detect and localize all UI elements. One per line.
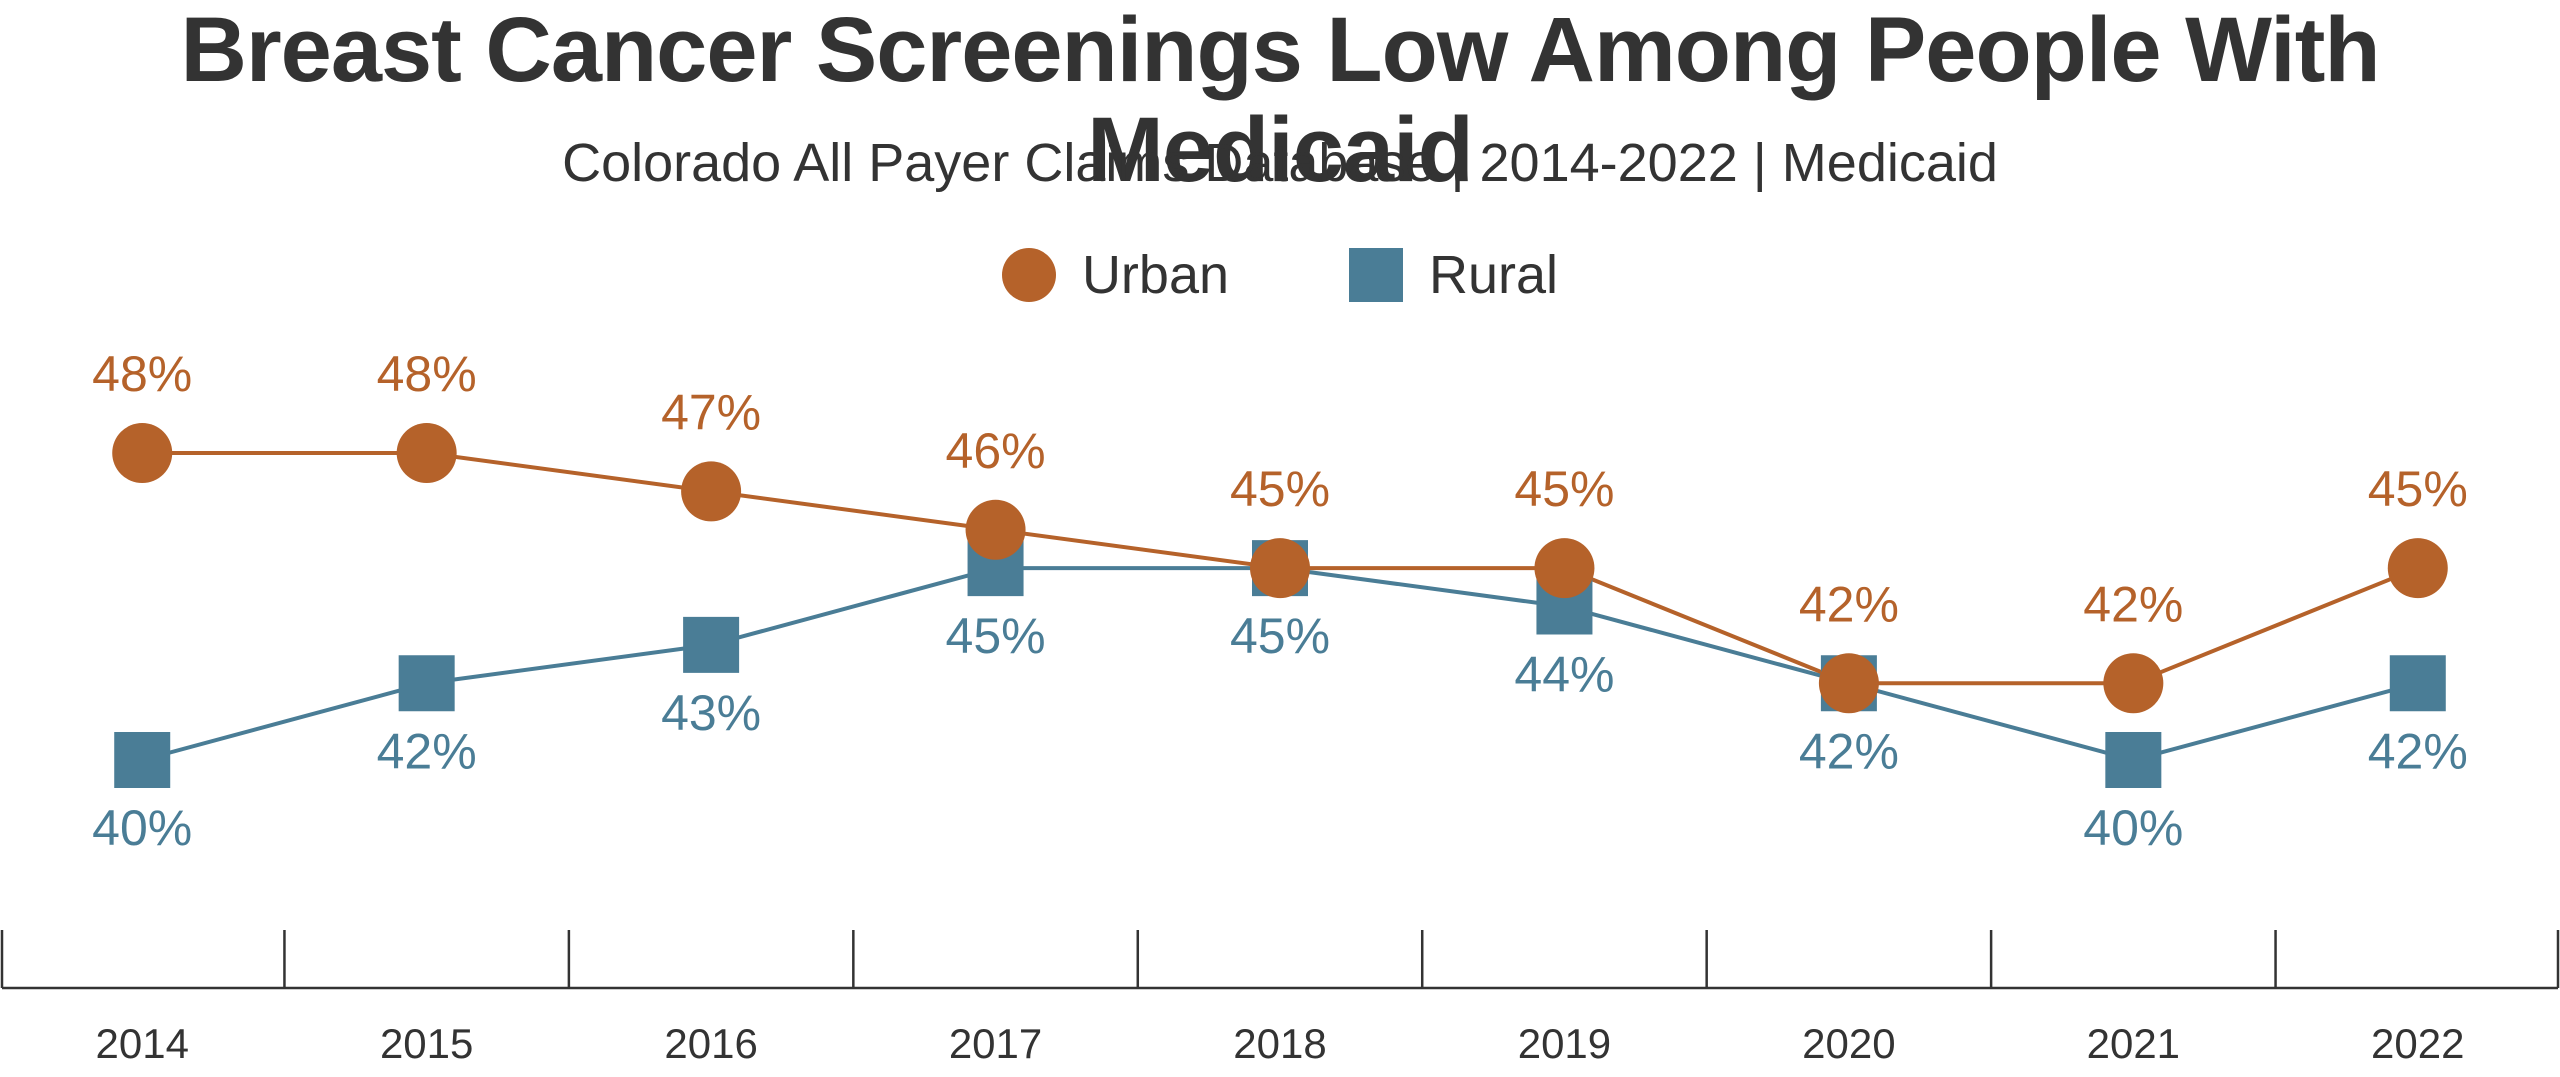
x-tick-label: 2016 [664,1020,757,1067]
data-label-rural: 40% [2083,800,2183,856]
data-label-urban: 45% [1514,461,1614,517]
data-label-rural: 42% [377,723,477,779]
data-point-rural [114,732,171,788]
data-point-urban [1818,653,1879,714]
data-point-rural [2389,655,2446,712]
data-label-rural: 45% [1230,608,1330,664]
x-tick-label: 2022 [2371,1020,2464,1067]
data-point-urban [2103,653,2164,714]
legend-item-rural: Rural [1349,242,1558,308]
legend-marker-rural [1349,248,1404,302]
legend-label-rural: Rural [1429,245,1559,305]
legend-item-urban: Urban [1001,242,1230,308]
data-point-urban [681,461,742,522]
data-label-urban: 48% [92,346,192,402]
data-label-urban: 42% [2083,576,2183,632]
data-label-urban: 48% [377,346,477,402]
x-tick-label: 2017 [949,1020,1042,1067]
data-label-rural: 42% [2368,723,2468,779]
data-point-rural [683,616,740,673]
x-tick-label: 2015 [380,1020,473,1067]
data-label-urban: 45% [2368,461,2468,517]
data-point-rural [398,655,455,712]
x-tick-label: 2020 [1802,1020,1895,1067]
x-tick-label: 2019 [1518,1020,1611,1067]
data-label-urban: 47% [661,384,761,440]
chart-subtitle: Colorado All Payer Claims Database | 201… [562,133,1998,193]
x-tick-label: 2018 [1233,1020,1326,1067]
legend-marker-urban [1001,248,1056,302]
data-label-urban: 46% [946,423,1046,479]
chart-legend: Urban Rural [0,240,2560,310]
data-label-rural: 42% [1799,723,1899,779]
data-point-urban [965,499,1026,560]
data-label-rural: 40% [92,800,192,856]
chart-title: Breast Cancer Screenings Low Among Peopl… [180,0,2380,201]
data-point-urban [396,423,457,483]
data-point-urban [2387,538,2448,599]
data-label-rural: 44% [1514,647,1614,703]
x-tick-label: 2014 [96,1020,189,1067]
data-label-urban: 42% [1799,576,1899,632]
x-tick-label: 2021 [2087,1020,2180,1067]
data-label-rural: 45% [946,608,1046,664]
data-point-rural [2105,732,2162,788]
data-point-urban [1250,538,1310,599]
data-label-urban: 45% [1230,461,1330,517]
data-point-urban [1534,538,1595,599]
data-point-urban [112,423,173,483]
data-label-rural: 43% [661,685,761,741]
legend-label-urban: Urban [1081,245,1230,305]
